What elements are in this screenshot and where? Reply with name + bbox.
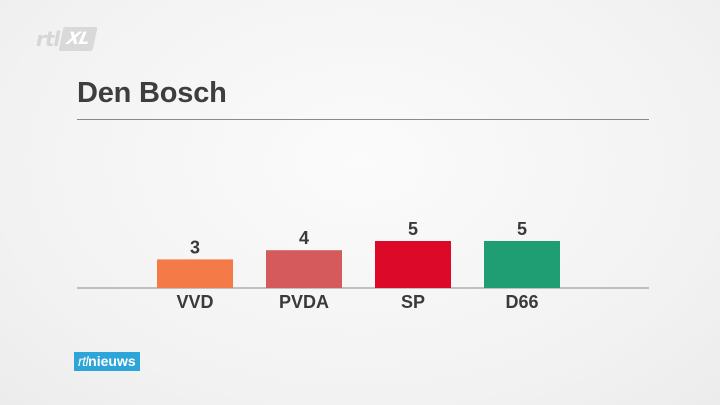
news-logo-suffix: nieuws [88,353,136,369]
value-label-sp: 5 [408,219,418,239]
bar-vvd [157,259,233,288]
bar-d66 [484,241,560,288]
category-label-pvda: PVDA [279,292,329,312]
news-logo-prefix: rtl [78,353,89,369]
value-label-vvd: 3 [190,237,200,257]
chart-title: Den Bosch [77,77,227,109]
channel-logo-prefix: rtl [36,27,60,51]
channel-logo: rtl XL [36,26,98,52]
bar-pvda [266,250,342,288]
bar-sp [375,241,451,288]
news-logo: rtl nieuws [74,352,140,371]
value-label-d66: 5 [517,219,527,239]
category-label-vvd: VVD [176,292,213,312]
title-divider [77,119,649,120]
category-label-d66: D66 [505,292,538,312]
category-label-sp: SP [401,292,425,312]
value-label-pvda: 4 [299,228,309,248]
